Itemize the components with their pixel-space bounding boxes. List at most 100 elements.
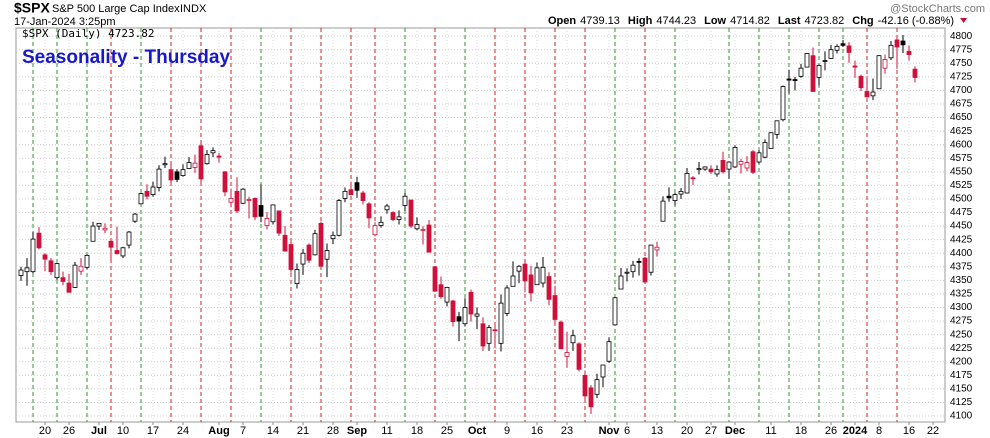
candle-body xyxy=(300,252,306,265)
x-tick-label: 11 xyxy=(765,425,776,437)
candle-body xyxy=(714,169,720,175)
y-tick-label: 4725 xyxy=(950,71,973,82)
candle-body xyxy=(750,151,756,173)
candle-body xyxy=(438,284,444,298)
candle-body xyxy=(516,265,522,272)
candle-body xyxy=(912,68,918,78)
candle-body xyxy=(276,210,282,234)
candle-body xyxy=(78,265,84,272)
candle-body xyxy=(36,232,42,249)
candle-body xyxy=(126,231,132,246)
candle-body xyxy=(606,341,612,362)
y-tick-label: 4700 xyxy=(950,85,973,96)
x-tick-label: 20 xyxy=(39,425,51,437)
candle-body xyxy=(420,228,426,231)
y-tick-label: 4200 xyxy=(950,356,973,367)
candle-body xyxy=(216,155,222,158)
candle-body xyxy=(756,152,762,163)
candle-body xyxy=(402,195,408,206)
y-tick-label: 4350 xyxy=(950,275,973,286)
candle-body xyxy=(672,194,678,201)
candle-body xyxy=(732,146,738,168)
candle-body xyxy=(138,193,144,205)
candle-body xyxy=(204,154,210,165)
x-tick-label: 2024 xyxy=(843,425,868,437)
candle-body xyxy=(480,323,486,347)
candle-body xyxy=(174,171,180,180)
quote-bar: Open 4739.13 High 4744.23 Low 4714.82 Last 4723… xyxy=(548,15,968,27)
x-tick-label: 18 xyxy=(795,425,807,437)
candle-body xyxy=(648,244,654,273)
x-tick-label: Nov xyxy=(599,425,621,437)
candle-body xyxy=(864,91,870,98)
candle-body xyxy=(876,55,882,90)
y-tick-label: 4450 xyxy=(950,221,973,232)
x-tick-label: 9 xyxy=(504,425,510,437)
candle-body xyxy=(306,244,312,261)
candle-body xyxy=(54,263,60,279)
candle-body xyxy=(702,166,708,170)
candle-body xyxy=(144,190,150,197)
candle-body xyxy=(108,240,114,248)
candle-body xyxy=(318,222,324,267)
index-name: S&P 500 Large Cap Index xyxy=(52,3,180,15)
quote-value: 4723.82 xyxy=(805,15,845,27)
quote-value: 4739.13 xyxy=(580,15,620,27)
candle-body xyxy=(900,40,906,46)
candle-body xyxy=(162,163,168,166)
candle-body xyxy=(582,374,588,397)
candle-body xyxy=(378,221,384,226)
exchange: INDX xyxy=(180,3,207,15)
candle-body xyxy=(462,307,468,325)
candle-body xyxy=(576,343,582,370)
candle-body xyxy=(408,199,414,227)
candle-body xyxy=(372,225,378,236)
y-tick-label: 4650 xyxy=(950,112,973,123)
x-tick-label: 18 xyxy=(411,425,423,437)
y-tick-label: 4125 xyxy=(950,397,973,408)
y-tick-label: 4250 xyxy=(950,329,973,340)
x-tick-label: Dec xyxy=(725,425,745,437)
candle-body xyxy=(450,300,456,323)
candle-body xyxy=(528,274,534,294)
y-tick-label: 4325 xyxy=(950,289,973,300)
x-tick-label: Aug xyxy=(208,425,229,437)
candle-body xyxy=(222,171,228,193)
x-tick-label: Jul xyxy=(91,425,107,437)
plot-frame xyxy=(15,27,946,423)
candle-body xyxy=(474,313,480,317)
candle-body xyxy=(558,321,564,350)
candle-body xyxy=(522,263,528,282)
candle-body xyxy=(72,264,78,288)
candle-body xyxy=(348,189,354,196)
candle-body xyxy=(84,254,90,268)
candle-body xyxy=(570,335,576,344)
candle-body xyxy=(720,160,726,173)
x-tick-label: 20 xyxy=(681,425,693,437)
x-tick-label: 16 xyxy=(903,425,915,437)
candle-body xyxy=(66,282,72,293)
candle-body xyxy=(180,169,186,177)
y-tick-label: 4775 xyxy=(950,44,973,55)
candle-body xyxy=(432,266,438,292)
x-tick-label: 13 xyxy=(651,425,663,437)
candle-body xyxy=(336,200,342,236)
x-tick-label: 14 xyxy=(267,425,279,437)
y-tick-label: 4275 xyxy=(950,316,973,327)
y-tick-label: 4425 xyxy=(950,234,973,245)
candle-body xyxy=(588,387,594,408)
quote-label: Open xyxy=(548,15,576,27)
candle-body xyxy=(666,195,672,199)
candle-body xyxy=(774,120,780,135)
candle-body xyxy=(114,250,120,255)
candle-body xyxy=(30,238,36,273)
candle-body xyxy=(324,250,330,260)
quote-value: 4714.82 xyxy=(730,15,770,27)
y-tick-label: 4150 xyxy=(950,384,973,395)
candle-body xyxy=(456,316,462,322)
candle-body xyxy=(246,199,252,201)
timestamp: 17-Jan-2024 3:25pm xyxy=(14,16,116,28)
candle-body xyxy=(192,162,198,168)
candle-body xyxy=(888,44,894,59)
candle-body xyxy=(414,224,420,230)
